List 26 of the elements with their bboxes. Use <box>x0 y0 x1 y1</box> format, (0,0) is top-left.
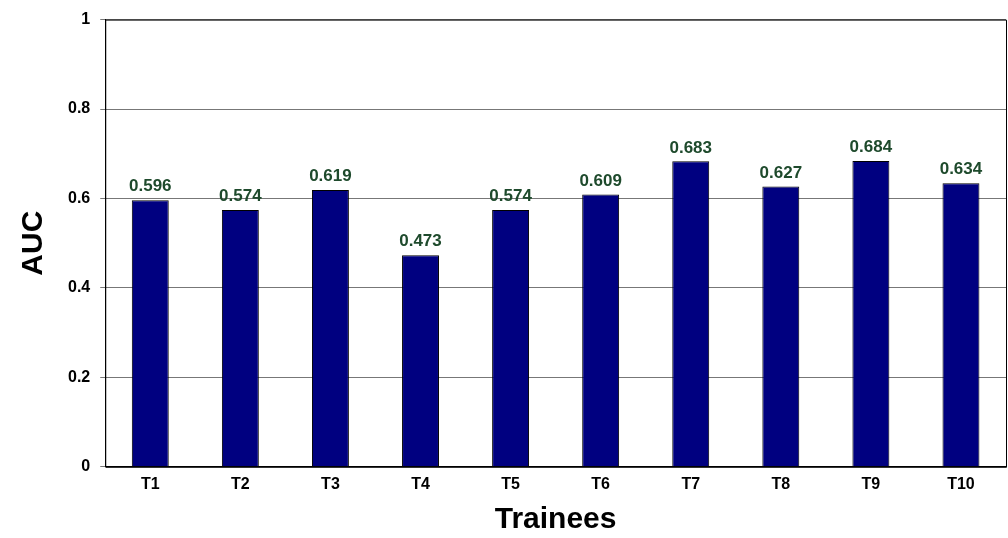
y-tick-label: 0.4 <box>67 278 91 296</box>
y-axis-title: AUC <box>15 210 49 276</box>
y-tick-label: 0 <box>81 457 91 475</box>
x-tick-label: T3 <box>321 474 340 492</box>
data-label: 0.627 <box>759 162 803 182</box>
x-tick-label: T8 <box>771 474 791 492</box>
y-tick-label: 0.6 <box>67 188 91 206</box>
x-tick-label: T5 <box>501 474 521 492</box>
x-tick-label: T9 <box>861 474 881 492</box>
x-axis-title: Trainees <box>494 501 617 535</box>
data-label: 0.609 <box>579 170 622 190</box>
y-tick-label: 0.8 <box>67 99 91 117</box>
y-tick-label: 0.2 <box>67 367 91 385</box>
x-tick-label: T10 <box>947 474 975 492</box>
x-tick-label: T2 <box>231 474 250 492</box>
data-label: 0.634 <box>939 159 983 179</box>
x-tick-label: T6 <box>591 474 611 492</box>
data-label: 0.619 <box>309 166 352 186</box>
x-tick-label: T4 <box>411 474 430 492</box>
y-tick-label: 1 <box>81 10 91 28</box>
x-tick-label: T7 <box>681 474 701 492</box>
data-label: 0.473 <box>399 231 442 251</box>
data-label: 0.683 <box>669 137 713 157</box>
data-label: 0.596 <box>129 176 172 196</box>
x-tick-label: T1 <box>140 474 160 492</box>
data-label: 0.684 <box>849 137 893 157</box>
